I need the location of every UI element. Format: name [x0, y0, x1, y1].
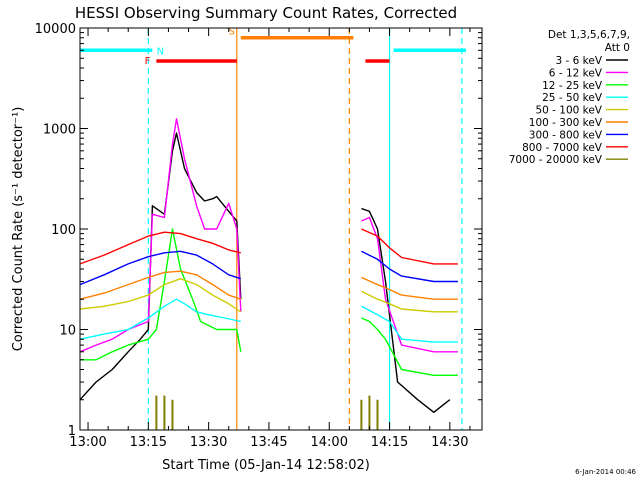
y-axis-label: Corrected Count Rate (s⁻¹ detector⁻¹): [11, 107, 26, 352]
legend-label-2: 12 - 25 keV: [542, 80, 603, 92]
series-line-5-seg-0: [79, 270, 242, 300]
series-line-1-seg-0: [79, 118, 242, 353]
series-line-0-seg-0: [79, 132, 242, 401]
series-line-6-seg-0: [79, 250, 242, 286]
series-line-1-seg-1: [361, 216, 458, 353]
series-line-3-seg-0: [79, 298, 241, 340]
legend-label-3: 25 - 50 keV: [542, 92, 603, 104]
legend-label-8: 7000 - 20000 keV: [509, 154, 603, 166]
x-tick-label-5: 14:15: [371, 435, 408, 450]
series-layer: [79, 118, 458, 430]
legend-label-6: 300 - 800 keV: [529, 129, 603, 141]
legend-label-1: 6 - 12 keV: [549, 67, 603, 79]
series-line-0-seg-1: [361, 207, 451, 413]
x-axis-label: Start Time (05-Jan-14 12:58:02): [162, 458, 370, 473]
legend-label-5: 100 - 300 keV: [529, 117, 603, 129]
x-tick-label-0: 13:00: [69, 435, 106, 450]
x-tick-label-3: 13:45: [250, 435, 287, 450]
x-tick-label-6: 14:30: [431, 435, 468, 450]
series-line-2-seg-1: [361, 317, 458, 376]
x-tick-label-1: 13:15: [130, 435, 167, 450]
series-line-5-seg-1: [361, 276, 458, 300]
y-tick-label-2: 100: [51, 223, 76, 238]
footer-date: 6-Jan-2014 00:46: [575, 468, 636, 476]
series-line-7-seg-1: [361, 228, 458, 265]
legend-label-7: 800 - 7000 keV: [522, 142, 603, 154]
flag-bars-layer: NF S: [80, 27, 466, 67]
y-tick-label-4: 10000: [35, 22, 76, 37]
series-line-7-seg-0: [79, 231, 241, 265]
y-tick-label-0: 1: [68, 424, 76, 439]
legend-label-4: 50 - 100 keV: [535, 105, 602, 117]
flag-label-0: N: [157, 46, 164, 57]
flag-label-2: F: [145, 56, 151, 67]
series-line-2-seg-0: [80, 228, 242, 361]
legend-title-line2: Att 0: [605, 42, 630, 54]
flag-label-4: S: [228, 27, 234, 38]
series-line-8-seg-0: [155, 395, 379, 430]
y-tick-label-1: 10: [59, 324, 76, 339]
x-tick-label-2: 13:30: [190, 435, 227, 450]
series-line-3-seg-1: [361, 305, 458, 343]
series-line-4-seg-1: [361, 290, 458, 313]
series-line-4-seg-0: [79, 278, 242, 313]
legend-title-line1: Det 1,3,5,6,7,9,: [548, 29, 630, 41]
legend-label-0: 3 - 6 keV: [555, 55, 602, 67]
series-line-6-seg-1: [361, 250, 458, 283]
axes-layer: 13:00 13:15 13:30 13:45 14:00 14:15 14:30 1 10 10…: [35, 22, 482, 450]
chart-title: HESSI Observing Summary Count Rates, Cor…: [75, 4, 457, 22]
x-tick-label-4: 14:00: [311, 435, 348, 450]
y-tick-label-3: 1000: [43, 123, 76, 138]
